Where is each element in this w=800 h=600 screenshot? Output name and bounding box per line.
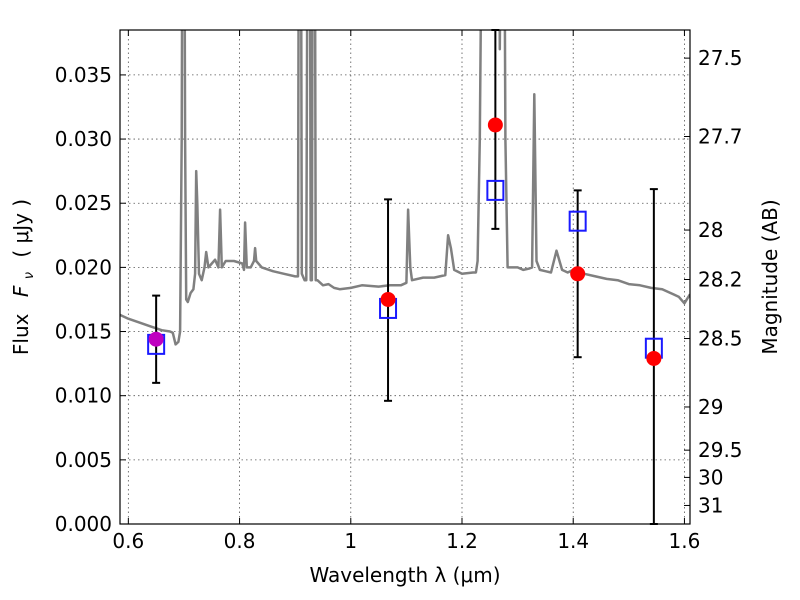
- y2-tick-label: 31: [698, 493, 723, 517]
- x-axis-title: Wavelength λ (μm): [309, 563, 500, 587]
- markers: [147, 29, 663, 525]
- y-axis-title-text: Flux: [9, 313, 33, 355]
- y-tick-label: 0.035: [55, 63, 112, 87]
- y-tick-label: 0.015: [55, 320, 112, 344]
- observed-point: [487, 117, 503, 133]
- y-tick-label: 0.010: [55, 384, 112, 408]
- x-tick-label: 1.6: [669, 529, 701, 553]
- y2-tick-label: 28: [698, 218, 723, 242]
- x-tick-label: 0.6: [112, 529, 144, 553]
- y-axis-title-symbol: F: [9, 285, 33, 297]
- observed-point: [380, 291, 396, 307]
- y-tick-label: 0.020: [55, 255, 112, 279]
- y-tick-label: 0.025: [55, 191, 112, 215]
- y-axis-title-unit: ( μJy ): [9, 199, 33, 258]
- y-tick-label: 0.005: [55, 448, 112, 472]
- x-tick-label: 1: [344, 529, 357, 553]
- y2-tick-label: 27.7: [698, 125, 743, 149]
- y2-tick-label: 28.2: [698, 268, 743, 292]
- plot-frame: [119, 29, 691, 525]
- y2-tick-label: 29: [698, 395, 723, 419]
- y-tick-label: 0.000: [55, 512, 112, 536]
- y-axis-title-subscript: ν: [22, 272, 37, 279]
- observed-point: [148, 331, 164, 347]
- y2-tick-label: 28.5: [698, 327, 743, 351]
- plot-area: [120, 30, 690, 346]
- y-tick-label: 0.030: [55, 127, 112, 151]
- spectrum-line: [120, 30, 690, 346]
- grid-lines: [120, 30, 690, 525]
- y2-tick-label: 27.5: [698, 46, 743, 70]
- x-tick-label: 0.8: [224, 529, 256, 553]
- x-tick-label: 1.2: [446, 529, 478, 553]
- x-tick-label: 1.4: [557, 529, 589, 553]
- y2-tick-label: 30: [698, 465, 723, 489]
- model-point: [568, 210, 587, 232]
- observed-point: [570, 266, 586, 282]
- axes: 0.6 0.8 1 1.2 1.4 1.6 0.000 0.005 0.010 0.015 0.02…: [55, 30, 743, 553]
- y-axis-title: Flux F ν ( μJy ): [9, 199, 38, 355]
- y2-axis-title: Magnitude (AB): [758, 199, 782, 354]
- model-point: [486, 179, 505, 201]
- observed-point: [646, 350, 662, 366]
- y2-tick-label: 29.5: [698, 438, 743, 462]
